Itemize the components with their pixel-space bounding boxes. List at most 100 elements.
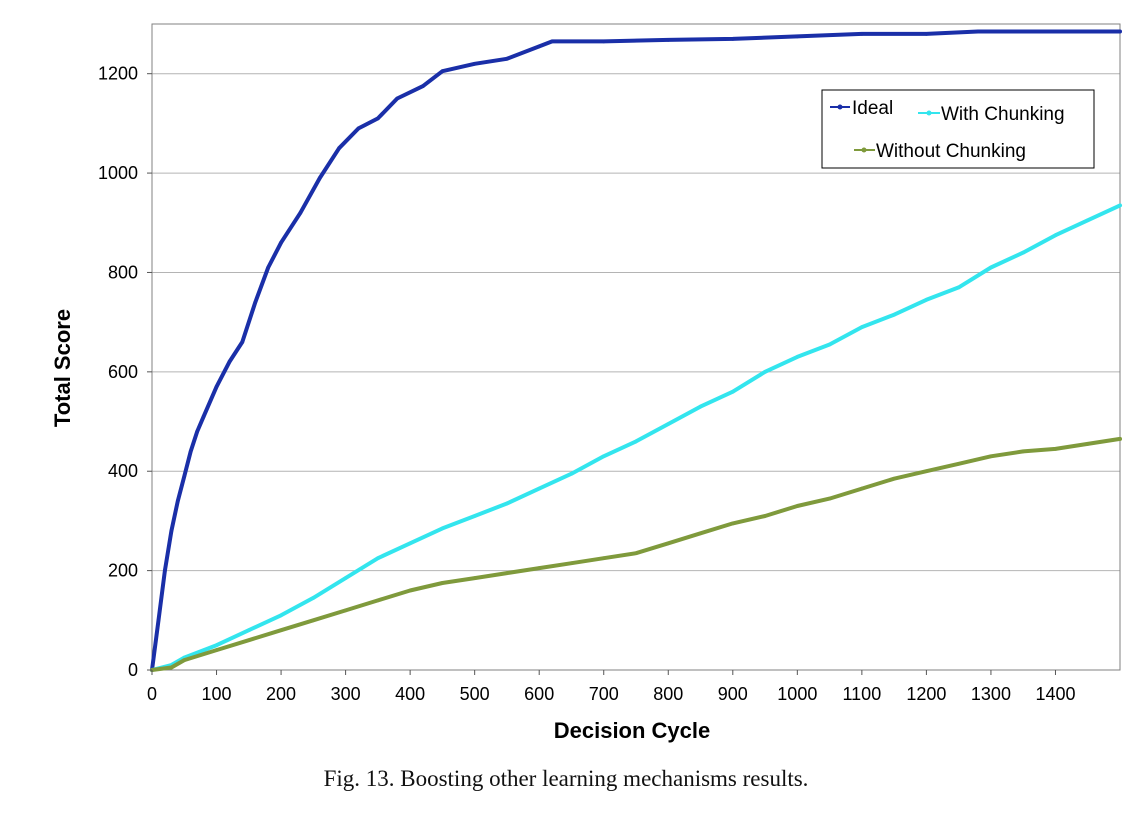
data-point-without-chunking <box>472 576 477 580</box>
x-tick-label: 1400 <box>1035 684 1075 704</box>
y-tick-label: 0 <box>128 660 138 680</box>
data-point-with-chunking <box>569 471 574 476</box>
data-point-without-chunking <box>827 496 832 501</box>
data-point-with-chunking <box>505 501 509 506</box>
x-tick-label: 800 <box>653 684 683 704</box>
data-point-ideal <box>356 126 361 131</box>
x-tick-label: 1200 <box>906 684 946 704</box>
data-point-without-chunking <box>408 588 412 593</box>
data-point-ideal <box>472 62 477 66</box>
data-point-with-chunking <box>537 486 541 491</box>
data-point-with-chunking <box>860 325 864 329</box>
data-point-with-chunking <box>247 628 251 632</box>
legend-label-without-chunking: Without Chunking <box>876 141 1026 162</box>
legend-label-ideal: Ideal <box>852 98 893 119</box>
data-point-without-chunking <box>169 665 174 670</box>
series-line-ideal <box>150 29 1122 672</box>
data-point-ideal <box>195 429 199 434</box>
data-point-with-chunking <box>279 613 283 618</box>
legend-label-with-chunking: With Chunking <box>941 104 1065 125</box>
data-point-with-chunking <box>989 265 993 270</box>
y-tick-label: 600 <box>108 362 138 382</box>
data-point-with-chunking <box>408 541 412 546</box>
x-tick-label: 300 <box>331 684 361 704</box>
data-point-with-chunking <box>698 404 703 409</box>
data-point-without-chunking <box>763 514 767 518</box>
data-point-without-chunking <box>1085 442 1090 446</box>
data-point-without-chunking <box>537 566 541 570</box>
data-point-without-chunking <box>731 521 735 526</box>
legend-box <box>821 89 1095 169</box>
data-point-with-chunking <box>666 422 671 426</box>
data-point-ideal <box>376 116 380 121</box>
legend-marker-ideal <box>837 104 843 110</box>
data-point-ideal <box>421 84 425 88</box>
x-tick-label: 700 <box>589 684 619 704</box>
data-point-ideal <box>731 37 735 41</box>
data-point-without-chunking <box>1021 449 1025 454</box>
data-point-without-chunking <box>311 618 316 623</box>
y-axis-title: Total Score <box>50 309 75 427</box>
y-tick-label: 1000 <box>98 163 138 183</box>
data-point-with-chunking <box>214 643 219 647</box>
data-point-without-chunking <box>634 551 638 555</box>
data-point-with-chunking <box>892 312 896 317</box>
data-point-ideal <box>156 618 161 623</box>
figure-caption: Fig. 13. Boosting other learning mechani… <box>323 766 809 791</box>
data-point-with-chunking <box>1085 218 1090 223</box>
data-point-ideal <box>318 176 322 180</box>
data-point-ideal <box>240 340 245 344</box>
data-point-ideal <box>1118 29 1122 34</box>
data-point-without-chunking <box>505 571 509 575</box>
data-point-with-chunking <box>311 596 316 600</box>
y-axis-ticks: 0 200 400 600 800 1000 1200 <box>98 64 152 680</box>
data-point-without-chunking <box>279 628 283 632</box>
x-axis-ticks: 0 100 200 300 400 500 600 700 800 900 1000 1100 1200… <box>147 670 1075 704</box>
data-point-with-chunking <box>472 514 477 518</box>
series-layer <box>150 29 1122 672</box>
data-point-without-chunking <box>698 531 703 536</box>
x-tick-label: 900 <box>718 684 748 704</box>
data-point-ideal <box>253 300 258 305</box>
data-point-without-chunking <box>569 561 574 565</box>
data-point-with-chunking <box>1053 233 1058 237</box>
plot-area <box>151 23 1121 671</box>
legend-marker-without-chunking <box>861 147 867 153</box>
data-point-ideal <box>550 39 554 44</box>
y-tick-label: 800 <box>108 262 138 282</box>
data-point-with-chunking <box>343 576 348 580</box>
data-point-with-chunking <box>827 342 832 347</box>
data-point-ideal <box>214 385 219 389</box>
data-point-without-chunking <box>343 608 348 613</box>
data-point-ideal <box>201 414 206 419</box>
data-point-with-chunking <box>1118 203 1122 208</box>
data-point-without-chunking <box>376 598 380 603</box>
data-point-without-chunking <box>924 469 929 474</box>
data-point-with-chunking <box>956 285 961 290</box>
y-tick-label: 200 <box>108 561 138 581</box>
data-point-without-chunking <box>666 541 671 546</box>
x-axis-title: Decision Cycle <box>554 718 711 743</box>
data-point-without-chunking <box>214 648 219 652</box>
data-point-ideal <box>182 474 187 479</box>
data-point-ideal <box>795 34 800 39</box>
data-point-ideal <box>976 29 980 34</box>
x-tick-label: 500 <box>460 684 490 704</box>
data-point-ideal <box>601 39 606 44</box>
x-tick-label: 100 <box>202 684 232 704</box>
data-point-ideal <box>227 360 232 364</box>
series-line-without-chunking <box>150 436 1122 672</box>
data-point-with-chunking <box>376 556 380 560</box>
data-point-ideal <box>440 69 445 73</box>
data-point-ideal <box>1053 29 1058 34</box>
data-point-with-chunking <box>1021 250 1025 255</box>
data-point-without-chunking <box>860 486 864 491</box>
data-point-with-chunking <box>795 355 800 359</box>
data-point-with-chunking <box>634 439 638 444</box>
data-point-ideal <box>337 146 341 150</box>
data-point-without-chunking <box>892 476 896 481</box>
legend: Ideal With Chunking Without Chunking <box>821 89 1095 169</box>
data-point-ideal <box>279 240 283 245</box>
y-tick-label: 400 <box>108 461 138 481</box>
